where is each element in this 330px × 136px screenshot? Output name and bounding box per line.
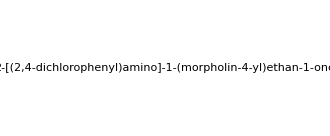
Text: 2-[(2,4-dichlorophenyl)amino]-1-(morpholin-4-yl)ethan-1-one: 2-[(2,4-dichlorophenyl)amino]-1-(morphol… [0,63,330,73]
